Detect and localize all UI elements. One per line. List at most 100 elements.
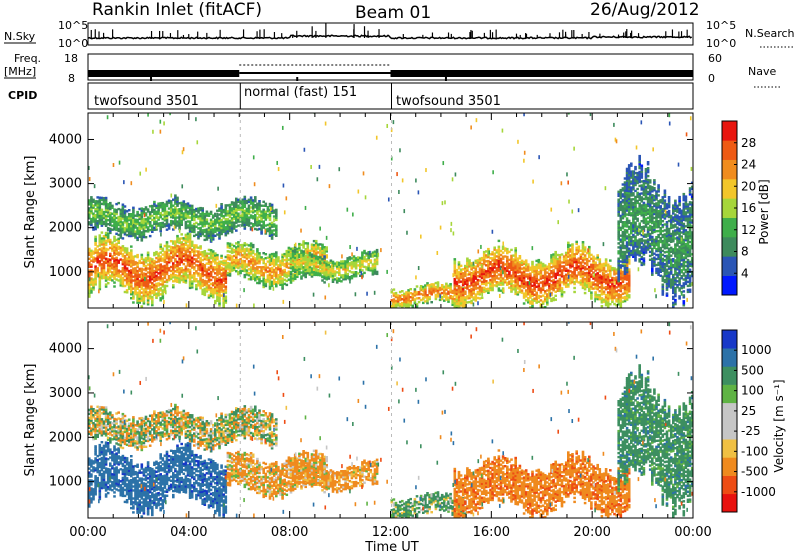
power-cell bbox=[314, 267, 318, 270]
power-cell bbox=[151, 297, 154, 301]
power-cell bbox=[218, 237, 221, 240]
power-cell bbox=[151, 284, 154, 287]
power-cell bbox=[457, 304, 461, 308]
power-cell bbox=[470, 295, 473, 299]
power-cell bbox=[604, 258, 608, 261]
power-cell bbox=[270, 258, 274, 262]
power-cell bbox=[98, 236, 102, 239]
power-cell bbox=[571, 259, 574, 262]
power-cell bbox=[88, 223, 91, 226]
power-cell bbox=[167, 245, 171, 248]
power-cell bbox=[298, 244, 301, 248]
power-cell bbox=[88, 215, 91, 218]
power-cell bbox=[596, 287, 599, 291]
power-cell bbox=[176, 268, 179, 272]
power-cell bbox=[308, 267, 312, 271]
power-cell bbox=[478, 263, 482, 266]
power-cell bbox=[562, 259, 566, 262]
power-cell bbox=[228, 229, 232, 232]
power-cell bbox=[157, 216, 160, 219]
power-cell bbox=[512, 286, 515, 289]
power-cell bbox=[237, 245, 240, 248]
power-cell bbox=[161, 291, 165, 294]
power-cell bbox=[188, 258, 192, 262]
power-cell bbox=[232, 223, 236, 226]
power-cell bbox=[98, 281, 102, 285]
power-cell bbox=[552, 296, 555, 300]
power-cell bbox=[348, 264, 352, 267]
power-cell bbox=[592, 265, 595, 268]
power-cell bbox=[611, 266, 614, 270]
power-cell bbox=[209, 282, 213, 286]
power-cell bbox=[560, 293, 564, 296]
power-cell bbox=[529, 302, 532, 305]
power-cell bbox=[543, 276, 547, 279]
power-cell bbox=[121, 231, 125, 234]
power-cell bbox=[275, 285, 278, 288]
power-cell bbox=[88, 271, 91, 274]
power-cell bbox=[480, 268, 484, 272]
power-cell bbox=[373, 260, 377, 263]
power-cell bbox=[602, 290, 606, 293]
power-cell bbox=[501, 245, 505, 248]
power-cell bbox=[302, 274, 305, 277]
power-cell bbox=[466, 279, 469, 282]
power-cell bbox=[249, 228, 253, 231]
power-cell bbox=[527, 287, 530, 290]
power-cell bbox=[235, 248, 238, 251]
power-cell bbox=[109, 260, 112, 263]
power-cell bbox=[592, 255, 595, 258]
power-cell bbox=[165, 270, 169, 274]
power-cell bbox=[522, 280, 526, 283]
power-cell bbox=[266, 270, 270, 273]
power-cell bbox=[182, 247, 186, 250]
power-cell bbox=[575, 266, 578, 269]
power-cell bbox=[571, 249, 574, 252]
power-cell bbox=[241, 249, 244, 253]
power-cell bbox=[113, 285, 116, 288]
power-cell bbox=[127, 213, 131, 216]
power-cell bbox=[121, 227, 125, 230]
power-cell bbox=[527, 291, 530, 294]
power-cell bbox=[594, 287, 597, 290]
power-cell bbox=[239, 261, 242, 265]
power-cell bbox=[482, 280, 486, 284]
power-cell bbox=[485, 276, 488, 279]
power-cell bbox=[167, 275, 171, 278]
power-cell bbox=[468, 289, 471, 292]
power-cell bbox=[106, 268, 110, 271]
power-cell bbox=[190, 216, 194, 219]
power-cell bbox=[96, 255, 99, 258]
power-cell bbox=[256, 271, 259, 275]
power-cell bbox=[203, 289, 207, 293]
power-cell bbox=[241, 198, 244, 201]
power-cell bbox=[518, 276, 522, 280]
power-cell bbox=[214, 258, 217, 261]
power-cell bbox=[90, 200, 93, 203]
power-cell bbox=[623, 284, 627, 287]
power-cell bbox=[140, 267, 144, 270]
power-cell bbox=[165, 249, 169, 252]
power-cell bbox=[552, 265, 555, 268]
power-cell bbox=[199, 263, 202, 266]
power-cell bbox=[550, 283, 553, 287]
power-cell bbox=[226, 262, 230, 265]
power-cell bbox=[518, 274, 522, 278]
power-cell bbox=[178, 277, 181, 280]
power-cell bbox=[113, 243, 116, 247]
power-cell bbox=[249, 248, 253, 251]
power-cell bbox=[197, 268, 200, 271]
power-cell bbox=[199, 222, 202, 226]
power-cell bbox=[207, 296, 211, 299]
power-cell bbox=[220, 254, 223, 258]
power-cell bbox=[583, 266, 587, 269]
power-cell bbox=[277, 280, 280, 283]
power-cell bbox=[350, 265, 354, 268]
power-cell bbox=[527, 299, 530, 302]
power-cell bbox=[579, 269, 583, 272]
power-cell bbox=[623, 299, 627, 303]
power-cell bbox=[199, 257, 202, 260]
power-cell bbox=[209, 236, 213, 239]
power-cell bbox=[130, 224, 133, 228]
power-cell bbox=[487, 267, 490, 271]
